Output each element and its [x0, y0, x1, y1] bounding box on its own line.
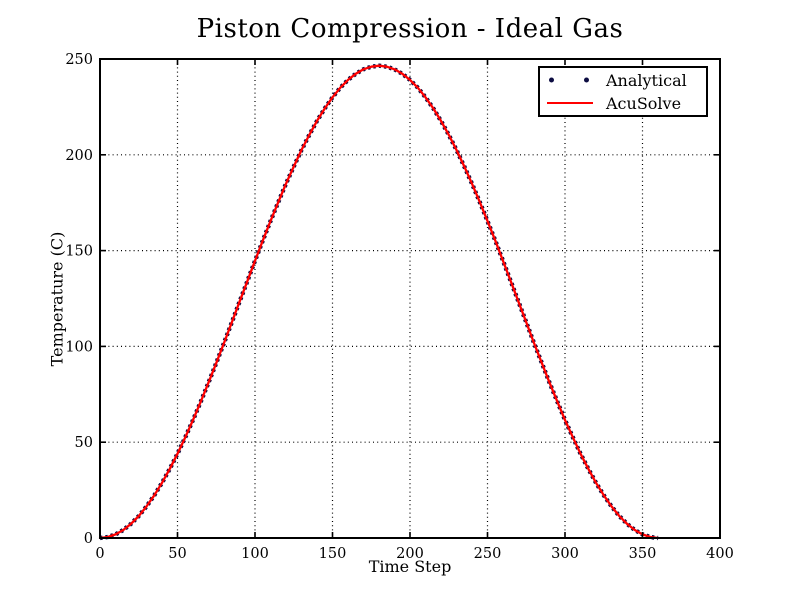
x-tick-label: 150 — [319, 546, 347, 562]
acusolve-line-marker — [540, 92, 600, 115]
x-tick-label: 200 — [396, 546, 424, 562]
legend-entry-acusolve: AcuSolve — [540, 92, 706, 115]
x-tick-label: 100 — [241, 546, 269, 562]
y-tick-label: 50 — [75, 435, 93, 451]
analytical-dot-icon — [549, 77, 554, 83]
x-tick-label: 250 — [474, 546, 502, 562]
analytical-dot-icon — [584, 77, 589, 83]
legend-entry-analytical: Analytical — [540, 69, 706, 92]
acusolve-series — [98, 64, 660, 540]
x-tick-label: 350 — [629, 546, 657, 562]
x-tick-label: 400 — [706, 546, 734, 562]
x-tick-label: 0 — [95, 546, 104, 562]
y-tick-label: 0 — [84, 531, 93, 547]
x-axis-label: Time Step — [368, 557, 452, 576]
analytical-series — [99, 63, 659, 541]
legend: Analytical AcuSolve — [538, 66, 708, 117]
x-tick-label: 50 — [168, 546, 186, 562]
y-tick-label: 200 — [65, 148, 93, 164]
y-tick-label: 250 — [65, 52, 93, 68]
x-tick-label: 300 — [551, 546, 579, 562]
y-tick-label: 150 — [65, 244, 93, 260]
chart-title: Piston Compression - Ideal Gas — [196, 14, 624, 44]
y-tick-label: 100 — [65, 339, 93, 355]
acusolve-line-icon — [547, 102, 593, 104]
y-axis-label: Temperature (C) — [47, 231, 67, 367]
legend-label-analytical: Analytical — [606, 70, 687, 90]
analytical-dot-marker — [540, 69, 600, 92]
legend-label-acusolve: AcuSolve — [606, 93, 682, 113]
